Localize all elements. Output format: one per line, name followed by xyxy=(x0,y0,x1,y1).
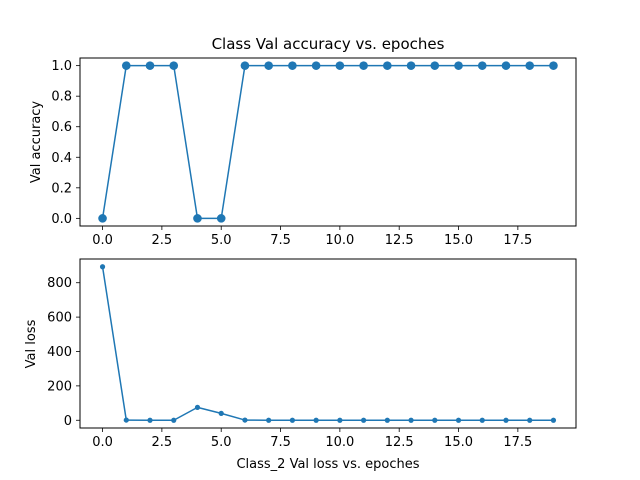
loss-data-point xyxy=(313,417,319,423)
accuracy-data-point xyxy=(383,61,392,70)
accuracy-y-tick-label: 0.8 xyxy=(51,90,72,105)
accuracy-data-point xyxy=(359,61,368,70)
loss-x-tick-label: 7.5 xyxy=(270,435,291,450)
loss-x-tick-label: 0.0 xyxy=(92,435,113,450)
accuracy-axis-ticks: 0.0 2.5 5.0 7.5 10.0 12.5 15.0 17.5 0.0 0.2 0.4 0.6… xyxy=(51,59,532,248)
loss-axis-ticks: 0.0 2.5 5.0 7.5 10.0 12.5 15.0 17.5 0 200 400 600 80… xyxy=(47,276,532,450)
accuracy-y-tick-label: 0.0 xyxy=(51,212,72,227)
accuracy-data-point xyxy=(216,214,226,223)
loss-x-tick-label: 17.5 xyxy=(503,435,532,450)
loss-series xyxy=(99,264,557,423)
accuracy-data-point xyxy=(121,61,131,70)
loss-data-point xyxy=(479,417,485,423)
accuracy-x-tick-label: 17.5 xyxy=(503,233,532,248)
accuracy-plot-frame xyxy=(79,57,577,227)
loss-x-axis-label: Class_2 Val loss vs. epoches xyxy=(236,457,419,472)
loss-x-tick-label: 5.0 xyxy=(211,435,232,450)
loss-data-point xyxy=(550,417,557,423)
loss-data-point xyxy=(503,417,509,423)
loss-x-tick-label: 10.0 xyxy=(325,435,354,450)
accuracy-y-tick-label: 1.0 xyxy=(51,59,72,74)
loss-y-tick-label: 0 xyxy=(64,414,72,429)
loss-data-point xyxy=(242,417,248,423)
loss-data-point xyxy=(194,404,201,410)
accuracy-data-point xyxy=(169,61,179,70)
loss-data-point xyxy=(171,417,177,423)
accuracy-data-point xyxy=(288,61,297,70)
accuracy-data-point xyxy=(264,61,273,70)
loss-data-point xyxy=(408,417,414,423)
accuracy-data-point xyxy=(145,61,155,70)
accuracy-x-tick-label: 0.0 xyxy=(92,233,113,248)
loss-data-point xyxy=(123,417,129,423)
accuracy-x-tick-label: 12.5 xyxy=(385,233,414,248)
loss-y-tick-label: 800 xyxy=(47,276,72,291)
accuracy-x-tick-label: 7.5 xyxy=(270,233,291,248)
accuracy-y-tick-label: 0.6 xyxy=(51,120,72,135)
loss-data-point xyxy=(289,417,295,423)
accuracy-data-point xyxy=(240,61,250,70)
accuracy-x-tick-label: 15.0 xyxy=(444,233,473,248)
loss-x-tick-label: 12.5 xyxy=(385,435,414,450)
loss-plot-frame xyxy=(79,258,577,429)
accuracy-data-point xyxy=(549,61,558,70)
loss-subplot: Val loss Class_2 Val loss vs. epoches 0.… xyxy=(24,258,577,472)
accuracy-x-tick-label: 5.0 xyxy=(211,233,232,248)
loss-x-tick-label: 15.0 xyxy=(444,435,473,450)
accuracy-chart-title: Class Val accuracy vs. epoches xyxy=(212,35,445,53)
accuracy-data-point xyxy=(525,61,535,70)
loss-data-point xyxy=(455,417,462,423)
loss-data-point xyxy=(384,417,390,423)
accuracy-x-tick-label: 2.5 xyxy=(152,233,173,248)
accuracy-data-point xyxy=(477,61,487,70)
loss-x-tick-label: 2.5 xyxy=(152,435,173,450)
loss-data-point xyxy=(361,417,367,423)
accuracy-y-tick-label: 0.2 xyxy=(51,181,72,196)
accuracy-data-point xyxy=(406,61,416,70)
accuracy-data-point xyxy=(98,214,107,223)
accuracy-data-point xyxy=(454,61,463,70)
loss-y-axis-label: Val loss xyxy=(24,319,39,368)
accuracy-subplot: Class Val accuracy vs. epoches Val accur… xyxy=(29,35,577,248)
loss-y-tick-label: 200 xyxy=(47,379,72,394)
loss-y-tick-label: 400 xyxy=(47,345,72,360)
accuracy-data-point xyxy=(335,61,345,70)
loss-data-point xyxy=(266,417,272,423)
loss-data-point xyxy=(218,410,224,416)
loss-data-point xyxy=(337,417,343,423)
accuracy-data-point xyxy=(193,214,202,223)
accuracy-data-point xyxy=(311,61,321,70)
accuracy-y-tick-label: 0.4 xyxy=(51,151,72,166)
accuracy-series xyxy=(98,61,558,223)
loss-data-point xyxy=(99,264,106,270)
loss-data-point xyxy=(527,417,533,423)
loss-data-point xyxy=(432,417,438,423)
accuracy-y-axis-label: Val accuracy xyxy=(29,101,44,184)
accuracy-data-point xyxy=(430,61,440,70)
accuracy-x-tick-label: 10.0 xyxy=(325,233,354,248)
loss-series-line xyxy=(101,266,554,422)
accuracy-data-point xyxy=(501,61,511,70)
loss-data-point xyxy=(147,417,153,423)
loss-y-tick-label: 600 xyxy=(47,311,72,326)
